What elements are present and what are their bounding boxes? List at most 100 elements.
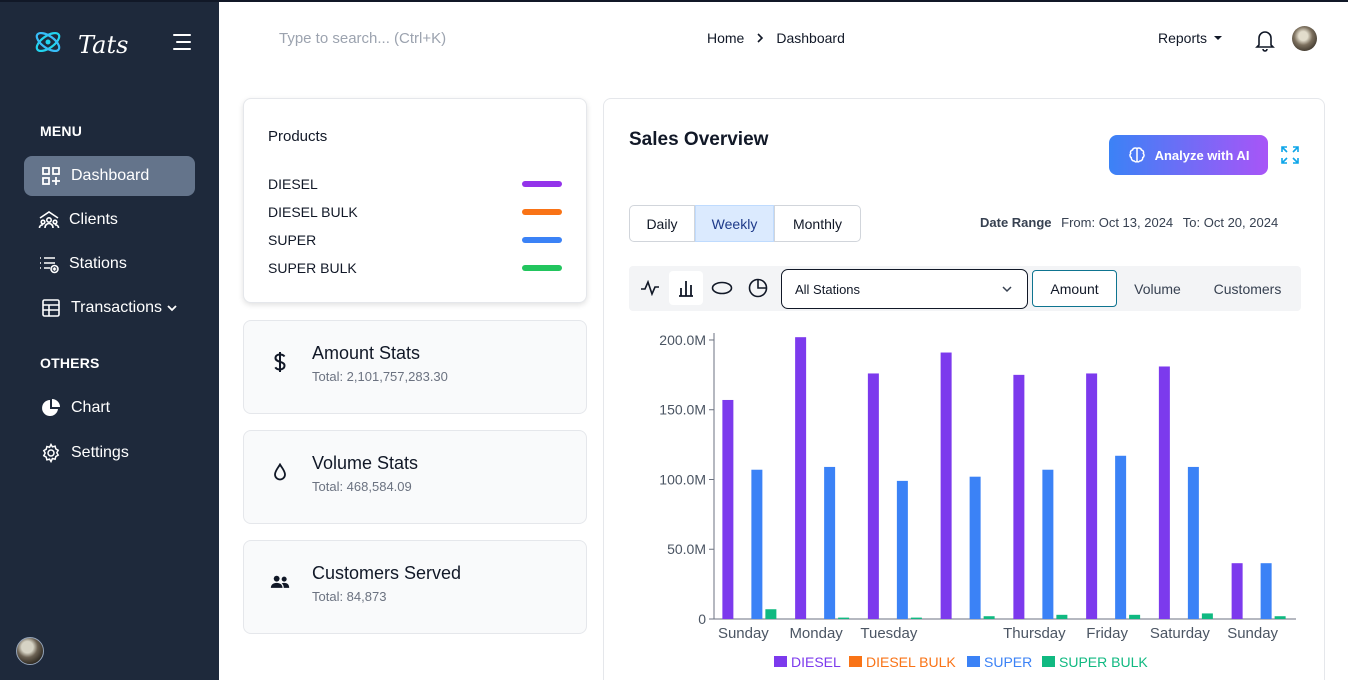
others-section-label: OTHERS xyxy=(40,355,100,371)
product-color-bar xyxy=(522,209,562,215)
x-tick-label: Sunday xyxy=(1227,625,1278,642)
stations-icon xyxy=(38,253,60,275)
reports-label: Reports xyxy=(1158,30,1208,46)
period-monthly-button[interactable]: Monthly xyxy=(774,205,861,242)
bar-super xyxy=(896,480,908,619)
pie-chart-icon xyxy=(40,397,62,419)
reports-dropdown[interactable]: Reports xyxy=(1158,30,1223,46)
bar-diesel xyxy=(940,352,952,619)
user-avatar-small[interactable] xyxy=(16,637,44,665)
legend-label: SUPER BULK xyxy=(1059,654,1148,670)
bar-super-bulk xyxy=(1129,614,1141,619)
app-name: Tats xyxy=(78,30,129,59)
stat-total: Total: 468,584.09 xyxy=(312,479,412,494)
user-avatar[interactable] xyxy=(1292,26,1317,51)
expand-icon[interactable] xyxy=(1281,146,1299,169)
sidebar-item-label: Settings xyxy=(71,444,129,461)
table-icon xyxy=(40,297,62,319)
legend-label: DIESEL xyxy=(791,654,841,670)
sidebar-item-dashboard[interactable]: Dashboard xyxy=(24,156,195,196)
product-item: DIESEL xyxy=(268,174,562,194)
y-tick-label: 200.0M xyxy=(659,332,706,348)
product-color-bar xyxy=(522,237,562,243)
legend-swatch xyxy=(1042,656,1055,667)
breadcrumb: Home Dashboard xyxy=(707,30,845,46)
users-icon xyxy=(270,571,290,593)
amount-stats-card[interactable]: Amount Stats Total: 2,101,757,283.30 xyxy=(243,320,587,414)
metric-amount-tab[interactable]: Amount xyxy=(1032,270,1117,307)
stat-total: Total: 84,873 xyxy=(312,589,387,604)
sidebar-item-transactions[interactable]: Transactions xyxy=(24,288,195,328)
product-name: DIESEL BULK xyxy=(268,204,358,220)
product-item: SUPER xyxy=(268,230,562,250)
bar-super-bulk xyxy=(838,617,850,619)
sidebar-item-settings[interactable]: Settings xyxy=(24,433,195,473)
x-tick-label: Monday xyxy=(789,625,843,642)
sidebar-item-label: Chart xyxy=(71,399,111,416)
chart-toolbar: All Stations Amount Volume Customers xyxy=(629,266,1301,311)
station-select[interactable]: All Stations xyxy=(781,269,1028,309)
products-card: Products DIESEL DIESEL BULK SUPER SUPER … xyxy=(243,98,587,303)
pie-chart-icon[interactable] xyxy=(741,271,775,305)
y-tick-label: 50.0M xyxy=(667,541,706,557)
chevron-down-icon xyxy=(166,302,178,314)
x-tick-label: Thursday xyxy=(1003,625,1066,642)
bar-super xyxy=(969,476,981,619)
products-title: Products xyxy=(268,128,328,145)
breadcrumb-current: Dashboard xyxy=(776,30,845,46)
product-color-bar xyxy=(522,181,562,187)
period-daily-button[interactable]: Daily xyxy=(629,205,695,242)
y-tick-label: 150.0M xyxy=(659,402,706,418)
bar-super xyxy=(1260,563,1272,619)
analyze-ai-button[interactable]: Analyze with AI xyxy=(1109,135,1268,175)
logo-icon xyxy=(32,26,64,63)
volume-stats-card[interactable]: Volume Stats Total: 468,584.09 xyxy=(243,430,587,524)
period-weekly-button[interactable]: Weekly xyxy=(695,205,774,242)
bell-icon[interactable] xyxy=(1254,28,1276,57)
line-chart-icon[interactable] xyxy=(633,271,667,305)
legend-label: DIESEL BULK xyxy=(866,654,956,670)
dollar-icon xyxy=(270,351,290,373)
date-to: To: Oct 20, 2024 xyxy=(1182,215,1279,230)
sidebar-item-clients[interactable]: Clients xyxy=(24,200,195,240)
menu-section-label: MENU xyxy=(40,123,83,139)
legend-label: SUPER xyxy=(984,654,1032,670)
dashboard-icon xyxy=(40,165,62,187)
bar-super-bulk xyxy=(1056,614,1068,619)
bar-super-bulk xyxy=(1201,613,1213,619)
bar-diesel xyxy=(1086,373,1098,619)
product-name: SUPER xyxy=(268,232,317,248)
date-range: Date Range From: Oct 13, 2024 To: Oct 20… xyxy=(980,215,1278,230)
ellipse-chart-icon[interactable] xyxy=(705,271,739,305)
sidebar-item-label: Clients xyxy=(69,211,118,228)
bar-chart-icon[interactable] xyxy=(669,271,703,305)
stat-total: Total: 2,101,757,283.30 xyxy=(312,369,448,384)
product-item: DIESEL BULK xyxy=(268,202,562,222)
search-input[interactable] xyxy=(279,30,539,47)
bar-super-bulk xyxy=(983,616,995,619)
metric-customers-tab[interactable]: Customers xyxy=(1213,280,1282,297)
product-color-bar xyxy=(522,265,562,271)
metric-volume-tab[interactable]: Volume xyxy=(1134,280,1181,297)
breadcrumb-home[interactable]: Home xyxy=(707,30,745,46)
sidebar-item-chart[interactable]: Chart xyxy=(24,388,195,428)
brain-icon xyxy=(1128,146,1146,164)
sidebar-item-stations[interactable]: Stations xyxy=(24,244,195,284)
bar-super xyxy=(1115,455,1127,619)
droplet-icon xyxy=(270,461,290,483)
bar-diesel xyxy=(1158,366,1170,619)
bar-diesel xyxy=(722,399,734,619)
date-range-label: Date Range xyxy=(980,215,1052,230)
bar-super-bulk xyxy=(910,617,922,619)
product-name: DIESEL xyxy=(268,176,318,192)
logo[interactable]: Tats xyxy=(32,26,128,63)
menu-toggle-icon[interactable] xyxy=(173,34,191,50)
customers-stats-card[interactable]: Customers Served Total: 84,873 xyxy=(243,540,587,634)
sales-bar-chart: 0 50.0M 100.0M 150.0M 200.0M Sunday Monday Tues… xyxy=(659,332,1296,670)
bar-diesel xyxy=(867,373,879,619)
x-tick-label: Saturday xyxy=(1150,625,1211,642)
caret-down-icon xyxy=(1214,36,1223,40)
x-tick-label: Sunday xyxy=(718,625,769,642)
bar-diesel xyxy=(795,337,807,619)
period-toggle: Daily Weekly Monthly xyxy=(629,205,861,242)
